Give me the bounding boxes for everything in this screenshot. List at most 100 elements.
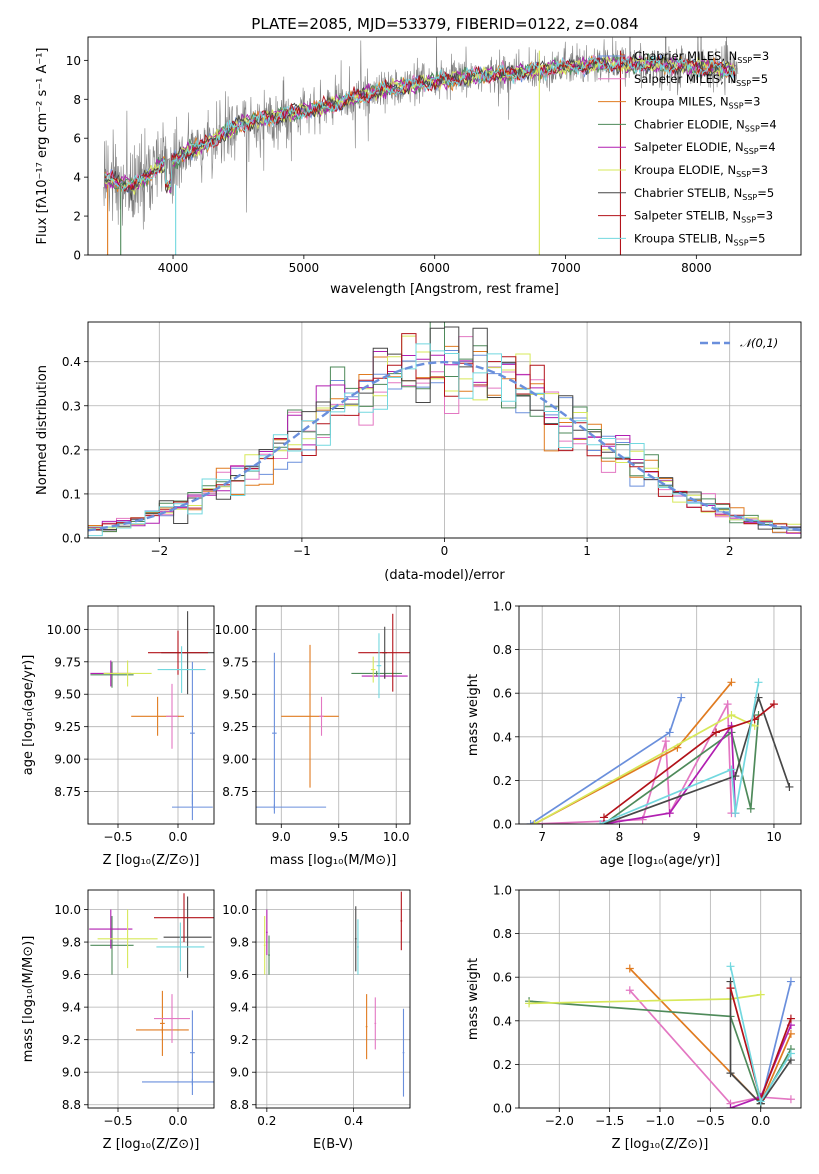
weight-line-salpeter-miles: [534, 700, 733, 824]
y-tick-label: 0.6: [493, 687, 512, 701]
weight-marker-chabrier-miles: [526, 820, 535, 824]
legend-label: Kroupa MILES, NSSP=3: [634, 95, 760, 111]
x-tick-label: 9.5: [329, 830, 348, 844]
y-axis-label: age [log₁₀(age/yr)]: [21, 655, 36, 776]
weight-marker-salpeter-miles: [786, 1095, 795, 1104]
weight-marker-salpeter-elodie: [665, 809, 674, 818]
y-tick-label: 0.4: [493, 1014, 512, 1028]
y-tick-label: 10: [66, 54, 81, 68]
legend-nssp: =5: [749, 231, 766, 245]
weight-line-kroupa-elodie: [529, 993, 761, 1005]
x-tick-label: −1.5: [595, 1114, 624, 1128]
legend-name: Salpeter ELODIE, N: [634, 140, 744, 154]
x-tick-label: 0.0: [751, 1114, 770, 1128]
y-tick-label: 4: [73, 171, 81, 185]
legend-subscript: SSP: [736, 170, 751, 179]
y-axis-label: Normed distribution: [35, 365, 50, 495]
y-tick-label: 9.4: [62, 1001, 81, 1015]
legend-subscript: SSP: [742, 193, 757, 202]
y-tick-label: 9.2: [62, 1033, 81, 1047]
legend-label: Salpeter ELODIE, NSSP=4: [634, 140, 776, 156]
legend-nssp: =4: [759, 140, 776, 154]
weight-marker-kroupa-elodie: [727, 711, 736, 719]
y-tick-label: 6: [73, 132, 81, 146]
weight-marker-kroupa-elodie: [530, 820, 539, 824]
panel-mass_vs_ebv: 0.2 0.4 8.8 9.0 9.2 9.4 9.6 9.8 10.0 E(B-V): [222, 889, 411, 1152]
legend-subscript: SSP: [744, 147, 759, 156]
y-tick-label: 0.4: [493, 730, 512, 744]
y-tick-label: 9.50: [222, 688, 249, 702]
legend-subscript: SSP: [741, 216, 756, 225]
y-tick-label: 9.00: [54, 753, 81, 767]
y-tick-label: 0.2: [493, 774, 512, 788]
x-tick-label: 9: [693, 830, 701, 844]
x-tick-label: 0.2: [257, 1114, 276, 1128]
weight-line-chabrier-stelib: [603, 694, 791, 824]
y-tick-label: 9.4: [230, 1001, 249, 1015]
weight-marker-chabrier-miles: [677, 693, 686, 702]
x-tick-label: −0.5: [696, 1114, 725, 1128]
legend-subscript: SSP: [737, 56, 752, 65]
y-tick-label: 0.8: [493, 643, 512, 657]
legend-nssp: =3: [756, 209, 773, 223]
x-tick-label: 7: [538, 830, 546, 844]
x-tick-label: −0.5: [103, 830, 132, 844]
legend-label-normal: 𝒩(0,1): [740, 336, 778, 350]
y-tick-label: 2: [73, 210, 81, 224]
plot-area-weight_vs_age: [526, 678, 794, 824]
legend-label: Kroupa STELIB, NSSP=5: [634, 231, 765, 247]
y-tick-label: 8.8: [230, 1098, 249, 1112]
y-tick-label: 9.8: [230, 936, 249, 950]
legend-name: Kroupa MILES, N: [634, 95, 729, 109]
panel-age_vs_z: −0.5 0.0 8.75 9.00 9.25 9.50 9.75 10.00 Z [log₁₀…: [21, 605, 215, 868]
y-tick-label: 0.4: [62, 355, 81, 369]
y-tick-label: 9.8: [62, 936, 81, 950]
x-axis-label: Z [log₁₀(Z/Z⊙)]: [612, 1137, 709, 1152]
weight-line-kroupa-stelib: [599, 682, 760, 824]
weight-marker-salpeter-miles: [723, 700, 732, 709]
y-tick-label: 10.0: [222, 903, 249, 917]
x-tick-label: −1.0: [645, 1114, 674, 1128]
legend-name: Kroupa STELIB, N: [634, 231, 734, 245]
axes-frame: [518, 605, 802, 825]
y-tick-label: 0.6: [493, 971, 512, 985]
x-axis-label: E(B-V): [313, 1137, 353, 1152]
weight-marker-kroupa-miles: [625, 964, 634, 973]
model-spectrum-salpeter-stelib: [104, 54, 736, 192]
weight-marker-salpeter-stelib: [726, 984, 735, 993]
panel-residuals: −2 −1 0 1 2 0.0 0.1 0.2 0.3 0.4 (data-model)/error…: [35, 321, 802, 583]
y-tick-label: 10.00: [47, 623, 81, 637]
y-tick-label: 9.75: [54, 655, 81, 669]
y-tick-label: 8.8: [62, 1098, 81, 1112]
panel-mass_vs_z: −0.5 0.0 8.8 9.0 9.2 9.4 9.6 9.8 10.0 Z [log₁₀(Z/…: [21, 889, 215, 1152]
x-axis-label: wavelength [Angstrom, rest frame]: [330, 282, 559, 297]
y-tick-label: 10.00: [215, 623, 249, 637]
y-tick-label: 0: [73, 249, 81, 263]
x-axis-label: Z [log₁₀(Z/Z⊙)]: [103, 853, 200, 868]
y-tick-label: 9.75: [222, 655, 249, 669]
weight-marker-kroupa-stelib: [754, 678, 763, 687]
weight-marker-salpeter-stelib: [599, 813, 608, 822]
axes-frame: [87, 36, 802, 256]
plot-area-mass_vs_ebv: [263, 891, 405, 1097]
panel-spectrum: 4000 5000 6000 7000 8000 0 2 4 6 8 10 wavelength [A…: [35, 36, 802, 297]
legend-name: Salpeter STELIB, N: [634, 209, 741, 223]
x-tick-label: 1: [583, 544, 591, 558]
legend-subscript: SSP: [729, 102, 744, 111]
x-tick-label: 0: [441, 544, 449, 558]
weight-marker-salpeter-elodie: [726, 1104, 735, 1108]
weight-marker-chabrier-elodie: [746, 804, 755, 813]
y-tick-label: 0.0: [493, 818, 512, 832]
y-tick-label: 0.2: [493, 1058, 512, 1072]
normal-reference-curve: [88, 360, 801, 532]
y-tick-label: 0.2: [62, 443, 81, 457]
y-tick-label: 9.0: [230, 1066, 249, 1080]
weight-line-salpeter-miles: [629, 989, 791, 1105]
weight-marker-salpeter-stelib: [769, 700, 778, 709]
weight-line-chabrier-stelib: [729, 981, 792, 1105]
legend-name: Kroupa ELODIE, N: [634, 163, 736, 177]
x-tick-label: 5000: [289, 261, 320, 275]
y-tick-label: 9.25: [54, 720, 81, 734]
legend-label: Chabrier ELODIE, NSSP=4: [634, 117, 777, 133]
weight-marker-kroupa-stelib: [596, 820, 605, 824]
